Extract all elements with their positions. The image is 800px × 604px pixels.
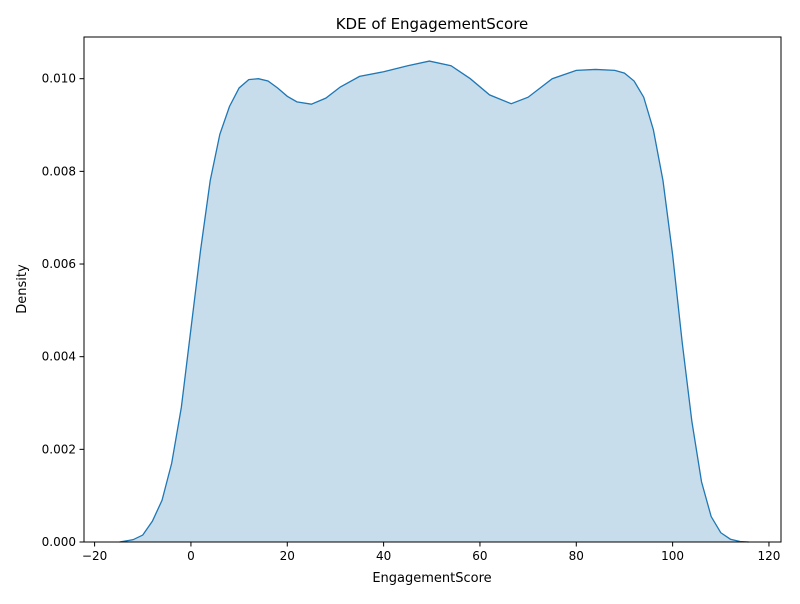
plot-frame	[83, 36, 782, 543]
y-tick-label: 0.004	[42, 350, 76, 364]
x-tick-label: 60	[472, 549, 487, 563]
kde-line	[119, 60, 749, 543]
x-tick-label: 40	[376, 549, 391, 563]
x-tick-label: 0	[187, 549, 195, 563]
x-tick-label: −20	[82, 549, 107, 563]
x-tick-label: 100	[661, 549, 684, 563]
y-tick-label: 0.008	[42, 164, 76, 178]
y-axis-label: Density	[15, 264, 30, 314]
y-tick-label: 0.006	[42, 257, 76, 271]
x-tick-label: 20	[280, 549, 295, 563]
plot-layer	[119, 60, 749, 543]
x-tick-label: 80	[569, 549, 584, 563]
kde-area-fill	[119, 61, 749, 543]
y-tick-label: 0.002	[42, 442, 76, 456]
axes-layer: −20 0 20 40 60 80 100 120 0.000 0.002 0.004 0.006 0.…	[42, 36, 782, 563]
x-tick-label: 120	[758, 549, 781, 563]
chart-title: KDE of EngagementScore	[336, 15, 529, 33]
x-axis-label: EngagementScore	[372, 571, 491, 586]
y-tick-label: 0.010	[42, 72, 76, 86]
y-tick-label: 0.000	[42, 535, 76, 549]
